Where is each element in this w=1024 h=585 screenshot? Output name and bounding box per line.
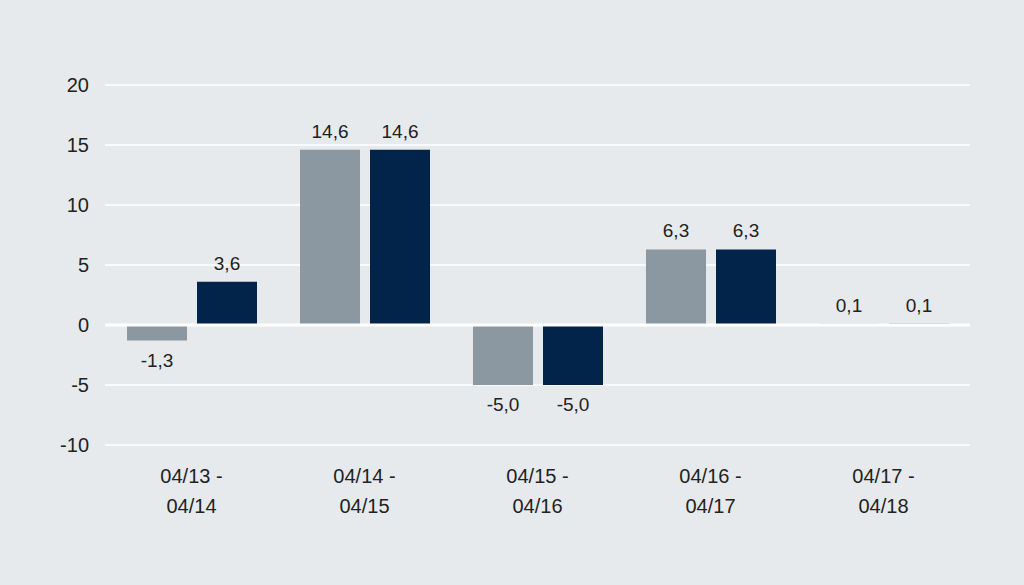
svg-text:6,3: 6,3 xyxy=(663,220,689,241)
svg-text:6,3: 6,3 xyxy=(733,220,759,241)
svg-text:-5,0: -5,0 xyxy=(557,394,590,415)
svg-text:3,6: 3,6 xyxy=(214,253,240,274)
svg-text:10: 10 xyxy=(67,194,89,216)
svg-text:04/14 -04/15: 04/14 -04/15 xyxy=(333,465,395,517)
svg-text:04/13 -04/14: 04/13 -04/14 xyxy=(160,465,222,517)
svg-text:0,1: 0,1 xyxy=(906,295,932,316)
svg-text:0,1: 0,1 xyxy=(836,295,862,316)
svg-text:04/17 -04/18: 04/17 -04/18 xyxy=(852,465,914,517)
svg-text:04/15 -04/16: 04/15 -04/16 xyxy=(506,465,568,517)
svg-text:14,6: 14,6 xyxy=(312,121,349,142)
svg-text:04/16 -04/17: 04/16 -04/17 xyxy=(679,465,741,517)
svg-text:14,6: 14,6 xyxy=(382,121,419,142)
svg-text:-5,0: -5,0 xyxy=(487,394,520,415)
svg-text:5: 5 xyxy=(78,254,89,276)
svg-text:-10: -10 xyxy=(60,434,89,456)
svg-text:0: 0 xyxy=(78,314,89,336)
svg-text:-1,3: -1,3 xyxy=(141,350,174,371)
svg-text:20: 20 xyxy=(67,74,89,96)
svg-text:15: 15 xyxy=(67,134,89,156)
svg-text:-5: -5 xyxy=(71,374,89,396)
